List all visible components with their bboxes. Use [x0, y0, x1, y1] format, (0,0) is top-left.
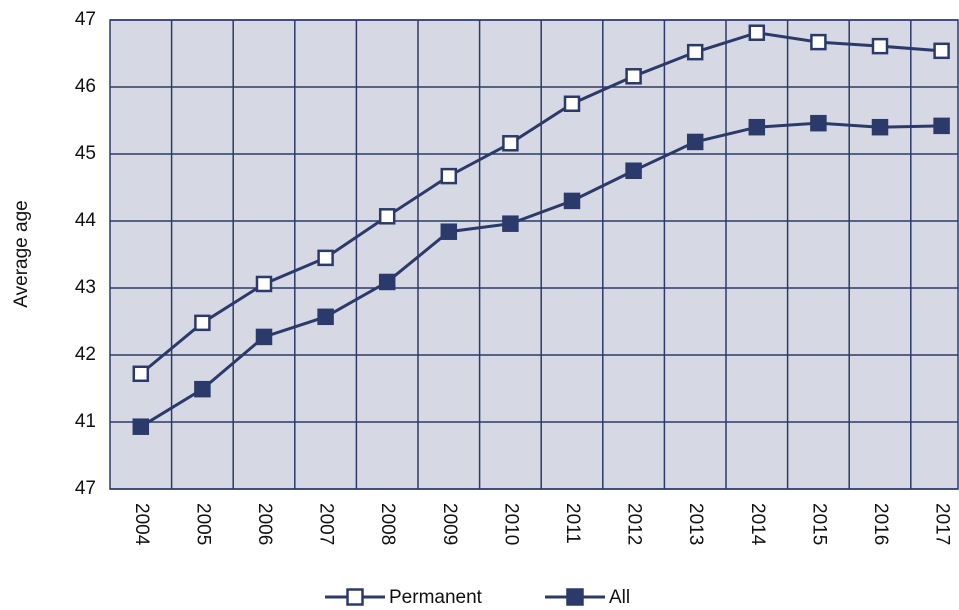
marker — [132, 418, 150, 435]
marker — [194, 314, 211, 332]
marker — [346, 588, 364, 606]
marker — [566, 588, 584, 606]
x-tick-label: 2012 — [624, 503, 645, 545]
marker — [255, 328, 273, 346]
x-tick-label: 2010 — [500, 503, 521, 545]
marker — [502, 135, 519, 152]
marker — [563, 192, 581, 210]
x-tick-label: 2008 — [377, 503, 398, 545]
x-tick-label: 2009 — [439, 503, 460, 545]
marker — [748, 118, 766, 136]
x-tick-label: 2016 — [870, 503, 891, 545]
marker — [563, 95, 581, 112]
marker — [933, 42, 950, 60]
marker — [378, 273, 396, 291]
legend-label: Permanent — [389, 587, 483, 608]
marker — [871, 37, 889, 55]
marker — [871, 118, 889, 136]
y-tick-label: 44 — [75, 210, 97, 231]
marker — [317, 249, 334, 267]
y-tick-label: 42 — [75, 344, 96, 365]
marker — [502, 215, 519, 232]
legend-label: All — [609, 587, 630, 608]
marker — [440, 167, 458, 185]
marker — [933, 117, 950, 135]
marker — [625, 68, 642, 85]
marker — [686, 43, 704, 61]
x-tick-label: 2015 — [808, 503, 829, 545]
y-tick-label: 46 — [75, 76, 96, 97]
y-tick-label: 43 — [75, 277, 96, 298]
marker — [378, 208, 396, 225]
marker — [625, 162, 642, 179]
marker — [132, 365, 150, 383]
y-tick-label: 41 — [75, 411, 96, 432]
x-tick-label: 2005 — [192, 503, 213, 545]
marker — [194, 380, 211, 398]
marker — [810, 33, 827, 51]
marker — [748, 24, 766, 41]
x-tick-label: 2004 — [131, 503, 152, 546]
x-tick-label: 2007 — [316, 503, 337, 545]
y-tick-label: 47 — [75, 478, 96, 499]
plot-border — [109, 19, 959, 490]
x-tick-label: 2017 — [932, 503, 953, 545]
marker — [810, 114, 827, 132]
x-tick-label: 2013 — [685, 503, 706, 545]
x-tick-label: 2006 — [254, 503, 275, 545]
marker — [686, 133, 704, 151]
x-tick-label: 2011 — [562, 503, 583, 544]
series-line — [140, 121, 942, 428]
marker — [440, 223, 458, 240]
y-tick-label: 47 — [75, 9, 96, 30]
x-tick-label: 2014 — [747, 503, 768, 546]
marker — [255, 275, 273, 293]
marker — [317, 308, 334, 326]
y-axis-label: Average age — [11, 200, 32, 307]
y-tick-label: 45 — [75, 143, 96, 164]
plot-area — [110, 20, 958, 489]
series-line — [139, 31, 942, 375]
